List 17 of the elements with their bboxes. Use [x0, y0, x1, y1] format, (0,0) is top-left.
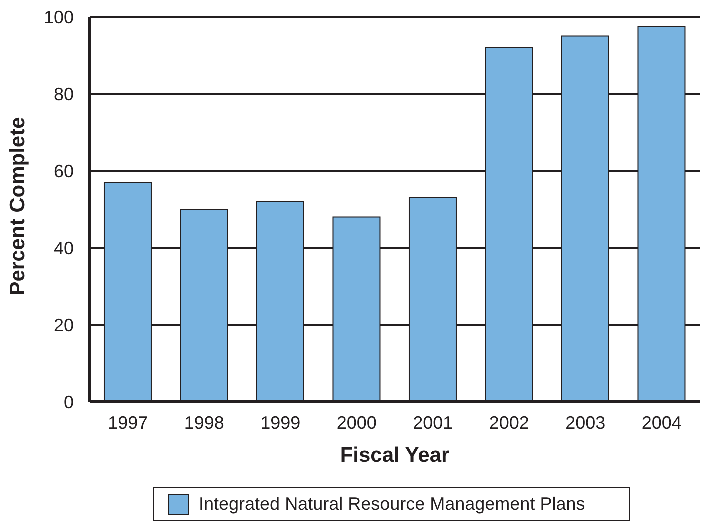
x-tick-label: 1999 [260, 412, 301, 433]
y-tick-label: 20 [54, 315, 74, 336]
y-tick-label: 0 [64, 392, 74, 412]
y-tick-label: 40 [54, 238, 74, 258]
y-axis-title: Percent Complete [6, 117, 30, 296]
x-tick-label: 2003 [566, 412, 606, 433]
x-axis-title: Fiscal Year [340, 444, 450, 467]
x-tick-label: 1998 [184, 412, 224, 433]
x-tick-label: 1997 [108, 412, 148, 433]
y-tick-label: 100 [44, 7, 74, 28]
y-tick-label: 80 [54, 84, 74, 104]
x-tick-label: 2004 [642, 412, 682, 433]
x-tick-label: 2000 [336, 412, 377, 433]
y-tick-label: 60 [54, 161, 74, 182]
x-tick-label: 2002 [489, 412, 530, 433]
legend-label: Integrated Natural Resource Management Plans [199, 494, 586, 514]
x-tick-label: 2001 [413, 412, 454, 433]
